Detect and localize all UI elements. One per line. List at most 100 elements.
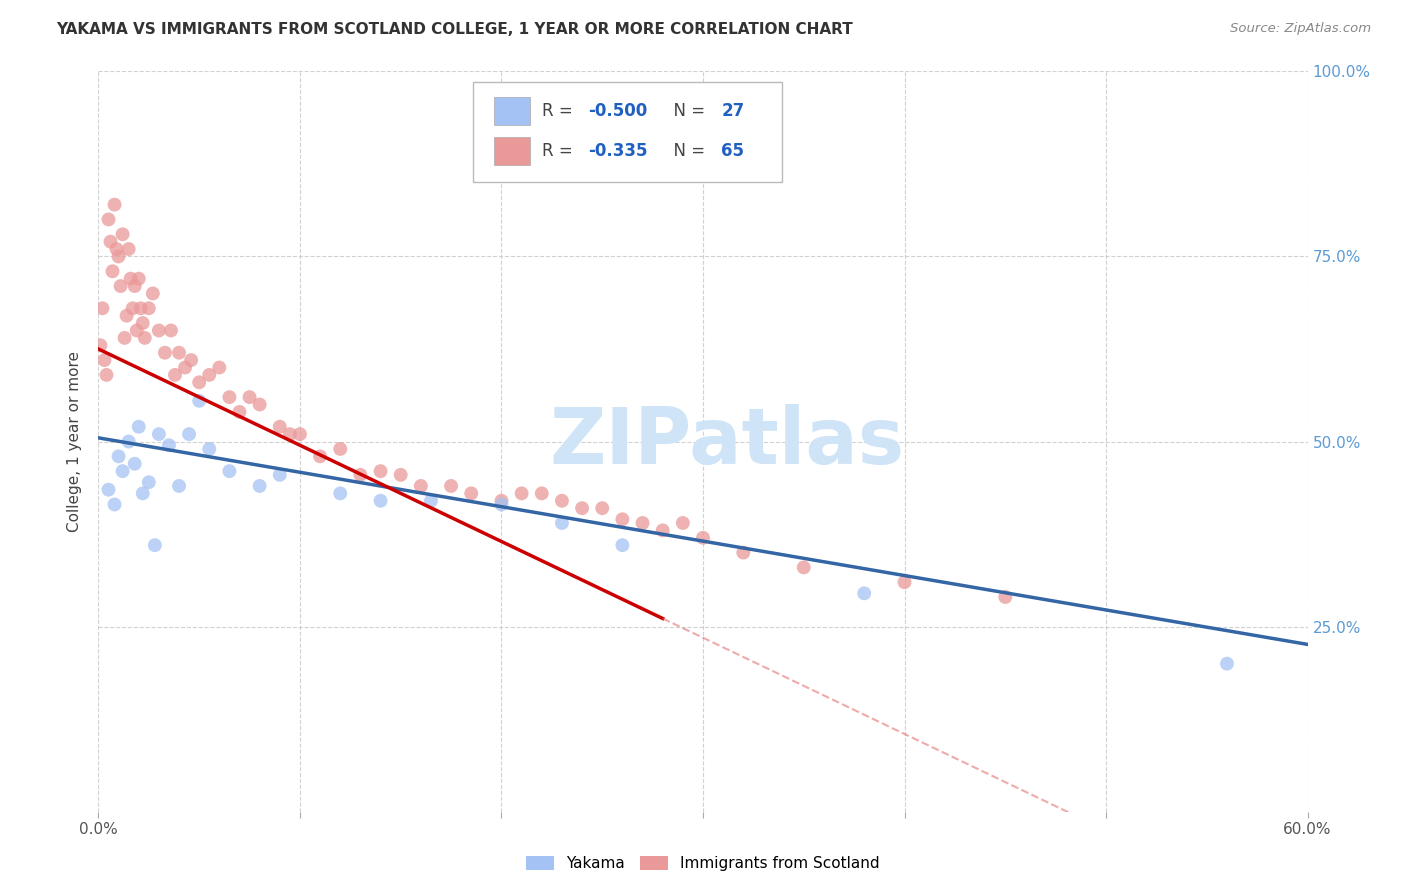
Point [571, 501, 593, 516]
Point [551, 493, 574, 508]
Point [96, 368, 118, 382]
Point [994, 590, 1017, 604]
Point [269, 419, 291, 434]
Point [174, 360, 197, 375]
Point [249, 398, 271, 412]
Point [420, 493, 443, 508]
Point [672, 516, 695, 530]
Point [329, 442, 352, 456]
Point [612, 512, 634, 526]
Point [349, 467, 371, 482]
Text: N =: N = [664, 103, 710, 120]
Point [163, 368, 186, 382]
Point [893, 575, 915, 590]
Point [198, 368, 221, 382]
Point [591, 501, 613, 516]
Point [107, 250, 129, 264]
Point [853, 586, 876, 600]
Point [167, 345, 190, 359]
Text: R =: R = [543, 103, 578, 120]
Point [612, 538, 634, 552]
Point [180, 353, 202, 368]
Y-axis label: College, 1 year or more: College, 1 year or more [67, 351, 83, 532]
Point [208, 360, 231, 375]
Point [218, 390, 240, 404]
FancyBboxPatch shape [494, 97, 530, 126]
Point [491, 498, 513, 512]
Point [125, 324, 148, 338]
Point [114, 331, 136, 345]
Point [228, 405, 250, 419]
Point [269, 467, 291, 482]
Text: ZIPatlas: ZIPatlas [550, 403, 904, 480]
Text: N =: N = [664, 143, 710, 161]
Point [132, 486, 155, 500]
Point [115, 309, 138, 323]
Point [148, 427, 170, 442]
Point [124, 279, 146, 293]
Point [249, 479, 271, 493]
Point [692, 531, 714, 545]
Point [128, 271, 150, 285]
Text: 65: 65 [721, 143, 744, 161]
Point [551, 516, 574, 530]
Point [160, 324, 183, 338]
Point [733, 546, 755, 560]
Point [105, 242, 128, 256]
Point [370, 464, 392, 478]
Point [118, 434, 141, 449]
Text: YAKAMA VS IMMIGRANTS FROM SCOTLAND COLLEGE, 1 YEAR OR MORE CORRELATION CHART: YAKAMA VS IMMIGRANTS FROM SCOTLAND COLLE… [56, 22, 853, 37]
Point [288, 427, 311, 442]
FancyBboxPatch shape [474, 82, 782, 183]
Point [278, 427, 301, 442]
Point [128, 419, 150, 434]
Text: -0.500: -0.500 [588, 103, 647, 120]
Point [111, 227, 134, 242]
Point [129, 301, 152, 316]
Point [143, 538, 166, 552]
Text: -0.335: -0.335 [588, 143, 648, 161]
Point [239, 390, 262, 404]
Point [101, 264, 124, 278]
Point [218, 464, 240, 478]
Point [121, 301, 143, 316]
Point [111, 464, 134, 478]
Text: R =: R = [543, 143, 578, 161]
Point [188, 393, 211, 408]
Point [142, 286, 165, 301]
Point [132, 316, 155, 330]
Point [89, 338, 111, 352]
Point [510, 486, 533, 500]
Point [793, 560, 815, 574]
Point [103, 498, 125, 512]
Point [409, 479, 432, 493]
Point [198, 442, 221, 456]
Point [157, 438, 180, 452]
Point [110, 279, 132, 293]
Point [148, 324, 170, 338]
Text: 27: 27 [721, 103, 744, 120]
Point [631, 516, 654, 530]
Point [329, 486, 352, 500]
FancyBboxPatch shape [494, 137, 530, 165]
Point [491, 493, 513, 508]
Point [124, 457, 146, 471]
Point [120, 271, 142, 285]
Point [651, 524, 673, 538]
Point [103, 197, 125, 211]
Point [100, 235, 122, 249]
Point [97, 212, 120, 227]
Point [134, 331, 156, 345]
Point [179, 427, 201, 442]
Point [118, 242, 141, 256]
Point [93, 353, 115, 368]
Point [91, 301, 114, 316]
Point [97, 483, 120, 497]
Point [389, 467, 412, 482]
Point [440, 479, 463, 493]
Point [460, 486, 482, 500]
Legend: Yakama, Immigrants from Scotland: Yakama, Immigrants from Scotland [520, 850, 886, 877]
Point [370, 493, 392, 508]
Point [188, 376, 211, 390]
Point [530, 486, 553, 500]
